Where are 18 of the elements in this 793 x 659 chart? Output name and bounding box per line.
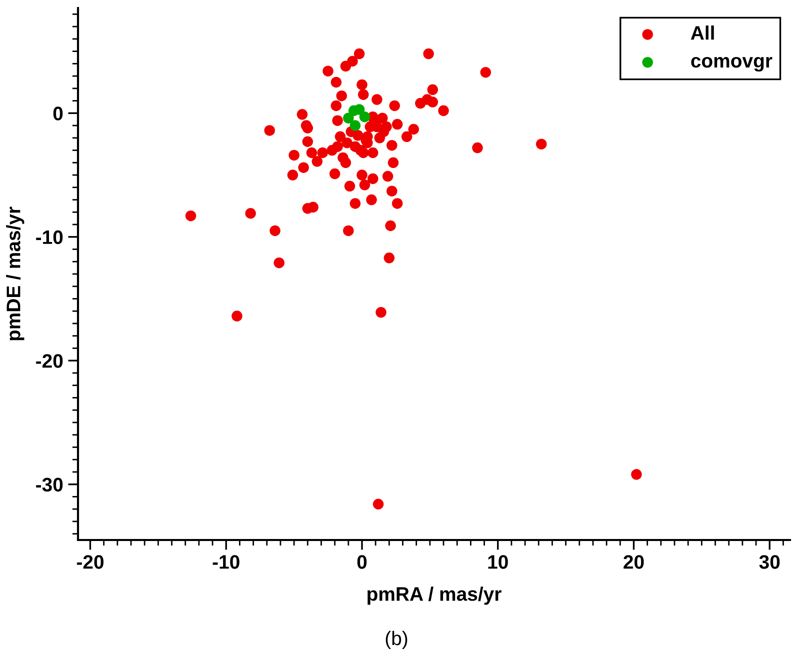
point xyxy=(343,112,354,124)
y-tick-label: 0 xyxy=(53,106,63,120)
point xyxy=(350,120,361,131)
y-axis-title: pmDE / mas/yr xyxy=(6,206,24,340)
y-tick-label: -10 xyxy=(36,230,63,244)
x-tick-label: 20 xyxy=(624,555,644,569)
x-tick-label: 0 xyxy=(357,555,367,569)
x-tick-label: 10 xyxy=(488,555,508,569)
y-tick-label: -20 xyxy=(36,354,63,368)
point xyxy=(359,111,370,122)
y-tick-label: -30 xyxy=(36,478,63,492)
x-axis-title: pmRA / mas/yr xyxy=(368,586,502,605)
x-tick-label: -10 xyxy=(212,555,240,569)
legend-label: comovgr xyxy=(691,56,772,72)
legend-label: All xyxy=(690,26,714,40)
x-tick-label: -20 xyxy=(76,555,104,569)
text: (b) xyxy=(386,630,408,650)
x-tick-label: 30 xyxy=(759,555,780,569)
